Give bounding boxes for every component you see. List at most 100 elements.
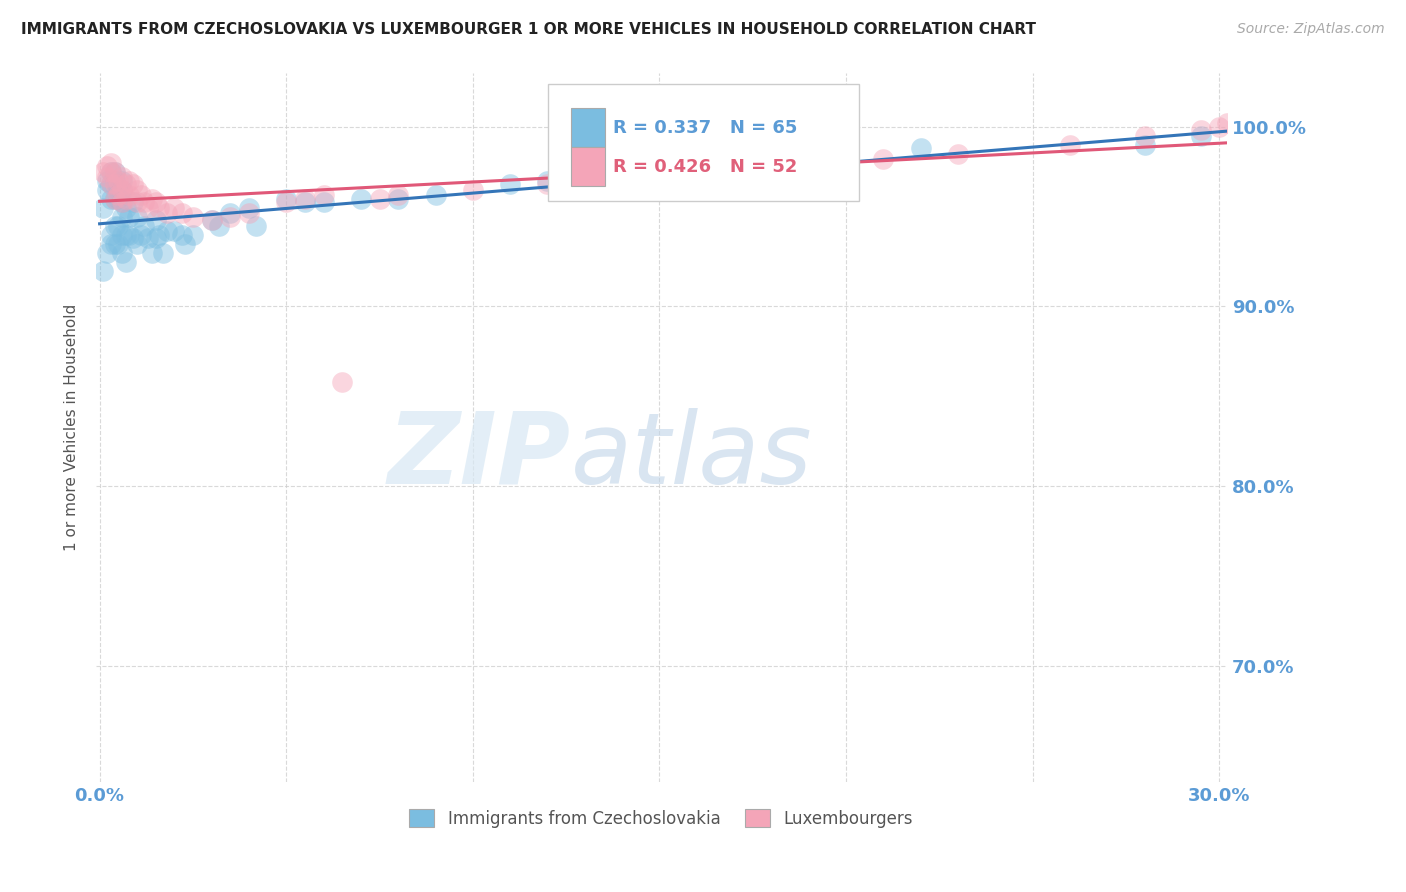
Point — [125, 183, 148, 197]
Point — [761, 160, 783, 174]
Point — [125, 236, 148, 251]
Point — [107, 188, 129, 202]
Point — [238, 201, 260, 215]
Point — [107, 192, 129, 206]
Point — [141, 192, 163, 206]
Text: R = 0.337   N = 65: R = 0.337 N = 65 — [613, 119, 797, 137]
Point — [181, 210, 204, 224]
Point — [294, 195, 316, 210]
Point — [910, 141, 932, 155]
Point — [136, 231, 159, 245]
Point — [536, 174, 558, 188]
Point — [499, 178, 522, 192]
Point — [134, 219, 156, 233]
Point — [610, 174, 633, 188]
Point — [118, 174, 141, 188]
Point — [118, 210, 141, 224]
Point — [294, 192, 316, 206]
Point — [96, 170, 118, 185]
Point — [93, 165, 115, 179]
Point — [170, 227, 193, 242]
Point — [111, 227, 134, 242]
Point — [946, 146, 969, 161]
Point — [100, 236, 122, 251]
Point — [238, 206, 260, 220]
Point — [122, 178, 145, 192]
Point — [111, 183, 134, 197]
Point — [350, 192, 373, 206]
Point — [103, 236, 125, 251]
Point — [114, 192, 136, 206]
Point — [461, 183, 484, 197]
Point — [103, 178, 125, 192]
Legend: Immigrants from Czechoslovakia, Luxembourgers: Immigrants from Czechoslovakia, Luxembou… — [402, 803, 920, 834]
Point — [174, 236, 197, 251]
Point — [245, 219, 267, 233]
Point — [111, 195, 134, 210]
Point — [136, 201, 159, 215]
FancyBboxPatch shape — [571, 109, 605, 147]
Text: atlas: atlas — [571, 408, 813, 505]
Point — [163, 224, 186, 238]
Point — [125, 195, 148, 210]
Point — [1059, 137, 1081, 152]
Point — [111, 174, 134, 188]
Text: R = 0.426   N = 52: R = 0.426 N = 52 — [613, 158, 797, 176]
Point — [100, 165, 122, 179]
Point — [103, 192, 125, 206]
Point — [276, 195, 298, 210]
Point — [1133, 128, 1156, 143]
FancyBboxPatch shape — [548, 84, 859, 201]
Point — [1208, 120, 1230, 134]
Point — [93, 263, 115, 277]
Point — [219, 210, 242, 224]
Point — [103, 174, 125, 188]
Point — [330, 375, 353, 389]
Point — [111, 210, 134, 224]
Point — [536, 178, 558, 192]
Point — [200, 213, 222, 227]
Point — [103, 192, 125, 206]
Point — [107, 183, 129, 197]
Point — [368, 192, 391, 206]
Point — [118, 188, 141, 202]
FancyBboxPatch shape — [571, 147, 605, 186]
Point — [200, 213, 222, 227]
Point — [96, 245, 118, 260]
Point — [118, 227, 141, 242]
Point — [107, 236, 129, 251]
Point — [387, 188, 409, 202]
Point — [103, 219, 125, 233]
Text: ZIP: ZIP — [388, 408, 571, 505]
Point — [276, 192, 298, 206]
Point — [107, 219, 129, 233]
Point — [181, 227, 204, 242]
Point — [114, 254, 136, 268]
Point — [156, 206, 179, 220]
Point — [96, 174, 118, 188]
Point — [111, 170, 134, 185]
Point — [148, 201, 170, 215]
Point — [111, 183, 134, 197]
Point — [129, 188, 152, 202]
Point — [114, 178, 136, 192]
Point — [100, 178, 122, 192]
Point — [145, 195, 167, 210]
Point — [100, 165, 122, 179]
Point — [114, 227, 136, 242]
Point — [835, 146, 858, 161]
Point — [686, 165, 709, 179]
Text: IMMIGRANTS FROM CZECHOSLOVAKIA VS LUXEMBOURGER 1 OR MORE VEHICLES IN HOUSEHOLD C: IMMIGRANTS FROM CZECHOSLOVAKIA VS LUXEMB… — [21, 22, 1036, 37]
Point — [170, 206, 193, 220]
Point — [100, 192, 122, 206]
Point — [100, 155, 122, 169]
Point — [103, 165, 125, 179]
Point — [100, 227, 122, 242]
Point — [145, 231, 167, 245]
Point — [1189, 123, 1212, 137]
Point — [387, 192, 409, 206]
Point — [312, 195, 335, 210]
Point — [107, 174, 129, 188]
Point — [163, 201, 186, 215]
Point — [156, 224, 179, 238]
